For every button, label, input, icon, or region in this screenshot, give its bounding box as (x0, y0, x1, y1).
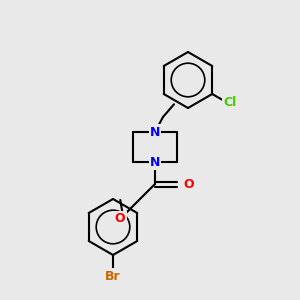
Text: Cl: Cl (223, 97, 236, 110)
Text: Br: Br (105, 269, 121, 283)
Text: O: O (184, 178, 194, 190)
Text: O: O (115, 212, 125, 226)
Text: N: N (150, 155, 160, 169)
Text: N: N (150, 125, 160, 139)
